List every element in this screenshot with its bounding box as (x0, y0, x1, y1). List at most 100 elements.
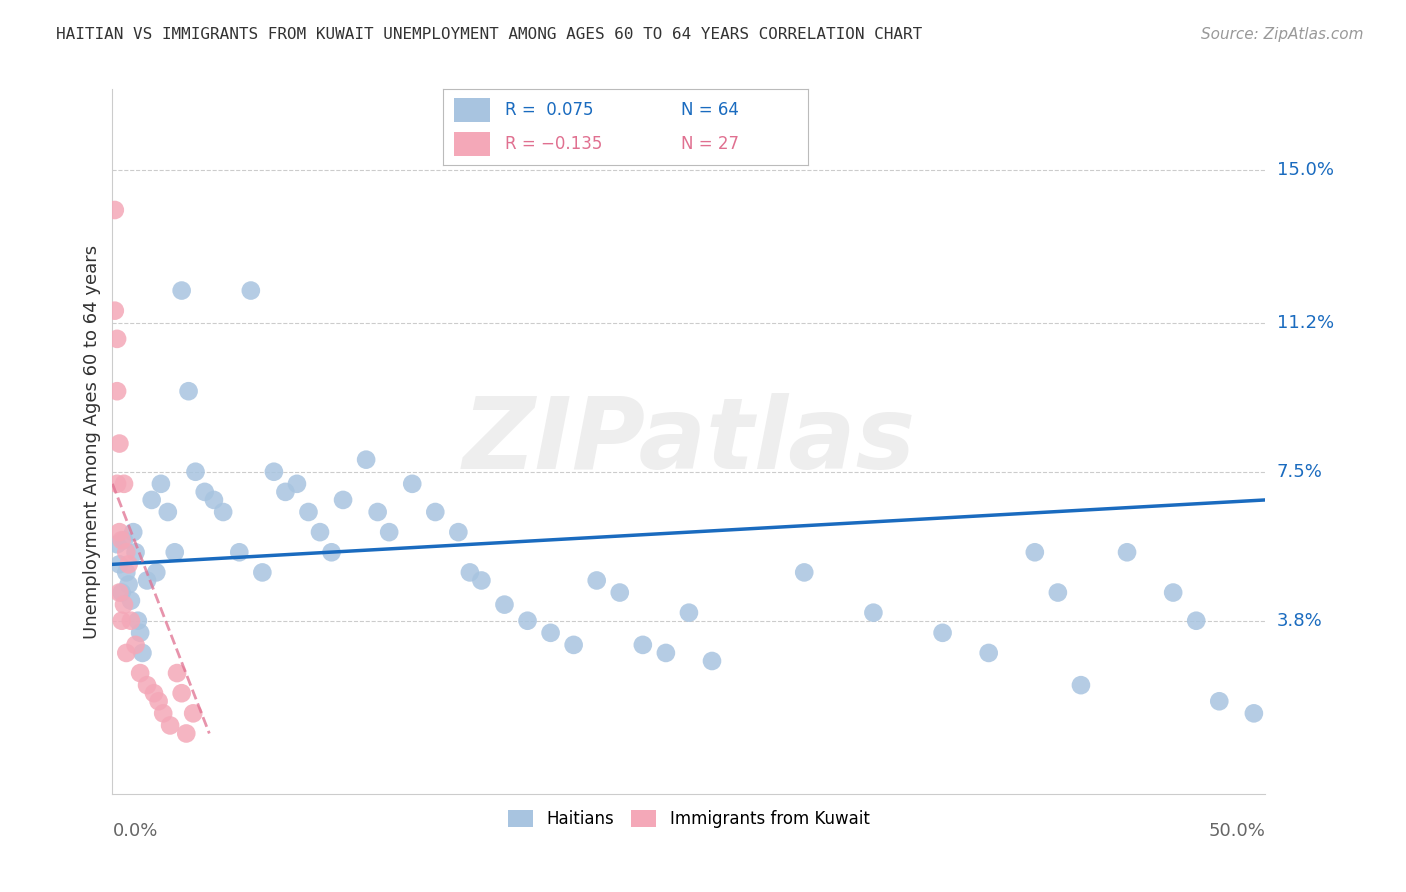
Point (793, 566, 815, 580)
Point (401, 476, 423, 491)
Point (105, 332, 128, 346)
Point (458, 566, 481, 580)
Point (655, 646, 678, 660)
Point (516, 614, 538, 628)
Point (274, 484, 297, 499)
Point (136, 574, 159, 588)
Point (170, 686, 193, 700)
Point (678, 606, 700, 620)
Point (108, 525, 131, 540)
Point (931, 625, 953, 640)
Point (332, 492, 354, 507)
Point (1046, 585, 1069, 599)
Point (112, 598, 135, 612)
Point (585, 574, 607, 588)
Point (239, 284, 262, 298)
Point (609, 585, 631, 599)
Point (367, 505, 389, 519)
Point (115, 566, 138, 580)
Point (1243, 706, 1265, 721)
Point (108, 436, 131, 450)
Point (184, 465, 207, 479)
Point (297, 505, 319, 519)
Point (122, 525, 145, 540)
Point (143, 686, 166, 700)
Point (228, 545, 250, 559)
Point (166, 666, 188, 681)
Point (163, 545, 186, 559)
Point (540, 625, 562, 640)
Point (112, 533, 135, 548)
Point (115, 646, 138, 660)
Y-axis label: Unemployment Among Ages 60 to 64 years: Unemployment Among Ages 60 to 64 years (83, 244, 101, 639)
Text: 50.0%: 50.0% (1209, 822, 1265, 840)
Point (263, 465, 285, 479)
Point (111, 533, 134, 548)
Point (112, 476, 135, 491)
Point (170, 284, 193, 298)
Point (1185, 614, 1208, 628)
Point (494, 598, 516, 612)
Point (354, 452, 377, 467)
Point (117, 558, 139, 572)
Text: 3.8%: 3.8% (1277, 612, 1322, 630)
Point (700, 654, 723, 668)
Point (120, 593, 142, 607)
Text: R = −0.135: R = −0.135 (505, 135, 602, 153)
Point (202, 492, 225, 507)
Point (131, 646, 153, 660)
Text: N = 27: N = 27 (681, 135, 738, 153)
Text: N = 64: N = 64 (681, 101, 738, 119)
Point (124, 545, 146, 559)
Point (562, 638, 585, 652)
Point (105, 476, 128, 491)
Point (378, 525, 401, 540)
Point (152, 706, 174, 721)
Text: 15.0%: 15.0% (1277, 161, 1333, 178)
Point (470, 574, 492, 588)
Point (174, 726, 197, 740)
Text: 7.5%: 7.5% (1277, 463, 1323, 481)
Point (104, 202, 127, 217)
Point (177, 384, 200, 399)
Text: 11.2%: 11.2% (1277, 314, 1334, 332)
Point (105, 384, 128, 399)
Point (1070, 678, 1092, 692)
Point (127, 614, 149, 628)
Point (141, 492, 163, 507)
Text: R =  0.075: R = 0.075 (505, 101, 593, 119)
Legend: Haitians, Immigrants from Kuwait: Haitians, Immigrants from Kuwait (502, 804, 876, 835)
Point (108, 558, 131, 572)
Point (1161, 585, 1184, 599)
Point (145, 566, 167, 580)
Point (111, 585, 134, 599)
FancyBboxPatch shape (454, 132, 491, 156)
Point (156, 505, 179, 519)
Text: HAITIAN VS IMMIGRANTS FROM KUWAIT UNEMPLOYMENT AMONG AGES 60 TO 64 YEARS CORRELA: HAITIAN VS IMMIGRANTS FROM KUWAIT UNEMPL… (56, 27, 922, 42)
Point (105, 537, 128, 551)
Point (425, 505, 447, 519)
Point (117, 577, 139, 591)
Text: ZIPatlas: ZIPatlas (463, 393, 915, 490)
Point (115, 545, 138, 559)
Point (977, 646, 1000, 660)
Point (159, 718, 181, 732)
Point (321, 545, 343, 559)
Point (212, 505, 235, 519)
FancyBboxPatch shape (454, 97, 491, 122)
Point (136, 678, 159, 692)
Point (181, 706, 204, 721)
Point (1208, 694, 1230, 708)
Point (124, 638, 146, 652)
Point (1116, 545, 1139, 559)
Point (111, 614, 134, 628)
Point (149, 476, 172, 491)
Point (631, 638, 654, 652)
Point (120, 614, 142, 628)
Text: Source: ZipAtlas.com: Source: ZipAtlas.com (1201, 27, 1364, 42)
Point (129, 666, 152, 681)
Point (252, 566, 274, 580)
Point (108, 585, 131, 599)
Point (148, 694, 170, 708)
Point (862, 606, 884, 620)
